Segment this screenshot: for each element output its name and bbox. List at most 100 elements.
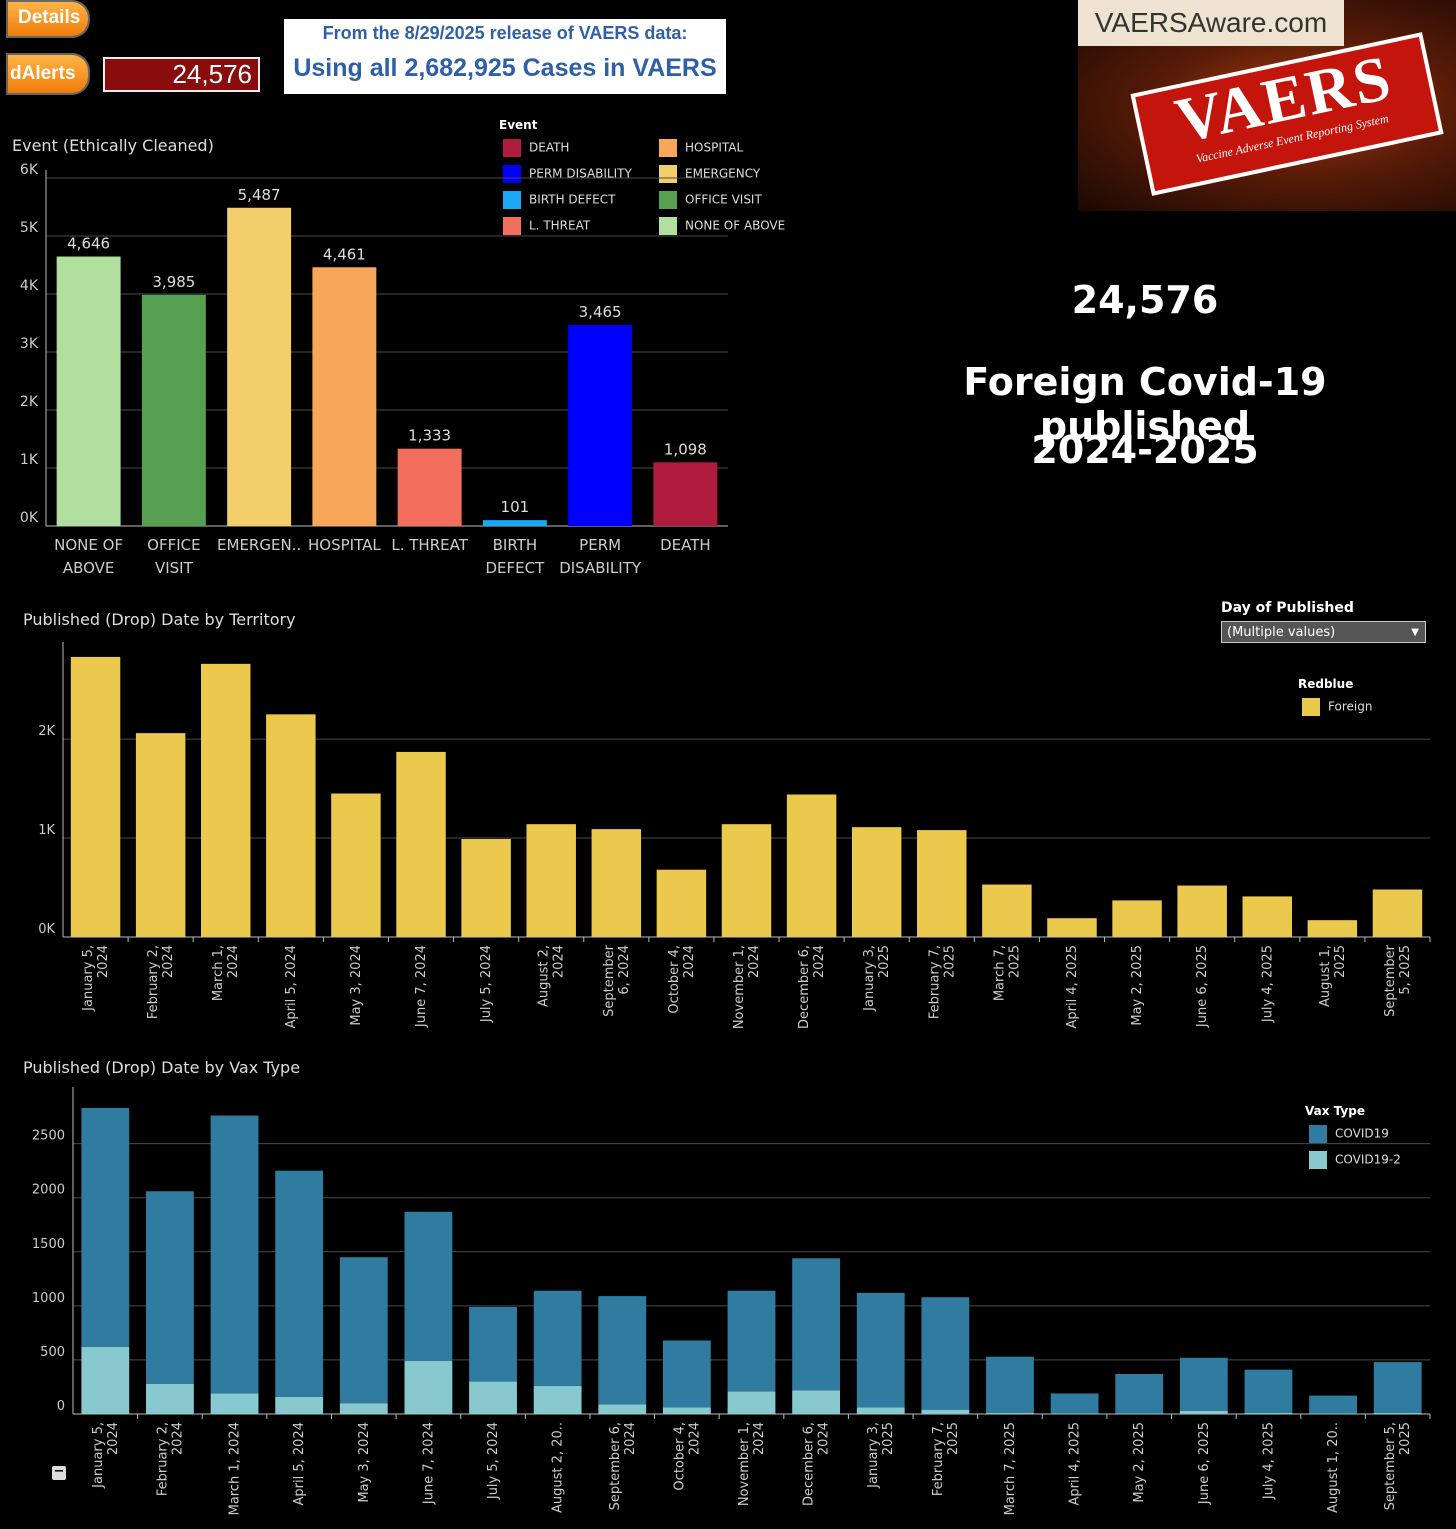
x-tick-label: August 2,2024 [537, 945, 567, 1007]
legend-swatch [503, 165, 521, 183]
chevron-down-icon: ▼ [1411, 627, 1419, 638]
legend-swatch [503, 191, 521, 209]
release-line-1: From the 8/29/2025 release of VAERS data… [322, 23, 688, 43]
event-legend-item[interactable]: L. THREAT [503, 217, 590, 235]
event-legend-item[interactable]: DEATH [503, 139, 569, 157]
y-tick-label: 2K [38, 724, 55, 739]
x-tick-label: May 2, 2025 [1130, 945, 1145, 1026]
x-tick-label: January 3,2025 [862, 945, 892, 1012]
x-tick-label: November 1,2024 [737, 1422, 767, 1506]
bar-covid19-2 [146, 1383, 194, 1414]
territory-legend-item[interactable]: Foreign [1302, 698, 1372, 716]
x-tick-label: June 6, 2025 [1195, 945, 1210, 1028]
event-legend-item[interactable]: BIRTH DEFECT [503, 191, 615, 209]
bar-covid19 [146, 1191, 194, 1384]
legend-swatch [1309, 1125, 1327, 1143]
bar-covid19 [404, 1211, 453, 1362]
bar-covid19-2 [986, 1412, 1034, 1414]
data-label: 1,098 [664, 440, 707, 458]
event-legend-item[interactable]: PERM DISABILITY [503, 165, 632, 183]
bar-foreign [526, 824, 576, 937]
collapse-icon[interactable]: − [52, 1464, 66, 1480]
x-tick-label: July 5, 2024 [486, 1422, 501, 1500]
bar-foreign [1112, 900, 1162, 937]
bar-covid19 [792, 1258, 841, 1391]
x-tick-label: September6, 2024 [602, 944, 632, 1017]
event-legend-item[interactable]: HOSPITAL [659, 139, 743, 157]
bar-covid19-2 [1115, 1413, 1164, 1414]
day-filter-value: (Multiple values) [1227, 625, 1336, 640]
bar-covid19 [856, 1292, 905, 1408]
legend-label: BIRTH DEFECT [529, 192, 616, 207]
legend-swatch [503, 139, 521, 157]
details-button[interactable]: Details [8, 2, 88, 36]
x-tick-label: HOSPITAL [308, 536, 381, 554]
bar-covid19-2 [598, 1404, 647, 1414]
x-tick-label: August 1,2025 [1318, 945, 1348, 1007]
day-filter-label: Day of Published [1221, 600, 1354, 616]
bar-covid19 [1309, 1395, 1357, 1414]
x-tick-label: November 1,2024 [732, 945, 762, 1029]
x-tick-label: February 2,2024 [146, 945, 176, 1019]
bar-foreign [721, 824, 772, 937]
x-tick-label: PERM DISABILITY [559, 536, 642, 577]
bar-covid19 [533, 1290, 582, 1386]
bar-covid19 [339, 1257, 388, 1404]
release-line-2: Using all 2,682,925 Cases in VAERS [293, 54, 717, 82]
x-tick-label: March 7,2025 [992, 945, 1022, 1001]
event-legend-item[interactable]: OFFICE VISIT [659, 191, 762, 209]
legend-label: EMERGENCY [685, 166, 761, 181]
y-tick-label: 500 [40, 1345, 65, 1360]
x-tick-label: April 4, 2025 [1065, 945, 1080, 1028]
bar-covid19 [1373, 1362, 1422, 1413]
x-tick-label: January 5,2024 [81, 945, 111, 1012]
bar-covid19-2 [81, 1346, 130, 1414]
x-tick-label: June 7, 2024 [421, 1422, 436, 1505]
data-label: 4,646 [67, 235, 110, 253]
bar-foreign [851, 827, 902, 937]
legend-swatch [1309, 1151, 1327, 1169]
bar [141, 294, 206, 526]
y-tick-label: 1K [20, 452, 39, 468]
x-tick-label: March 7, 2025 [1003, 1422, 1018, 1515]
bar-foreign [396, 751, 446, 937]
vax-legend-item[interactable]: COVID19-2 [1309, 1151, 1401, 1169]
legend-label: OFFICE VISIT [685, 192, 762, 207]
vax-legend-item[interactable]: COVID19 [1309, 1125, 1389, 1143]
x-tick-label: July 5, 2024 [479, 945, 494, 1023]
event-legend-item[interactable]: NONE OF ABOVE [659, 217, 785, 235]
bar-foreign [1242, 896, 1292, 937]
alerts-button-label: dAlerts [10, 63, 76, 84]
y-tick-label: 1500 [32, 1237, 65, 1252]
day-filter-dropdown[interactable]: (Multiple values) ▼ [1221, 621, 1426, 643]
bar-covid19-2 [662, 1407, 711, 1414]
logo-badge: VAERS Vaccine Adverse Event Reporting Sy… [1130, 32, 1444, 196]
legend-label: PERM DISABILITY [529, 166, 632, 181]
details-button-label: Details [18, 7, 81, 28]
bar-covid19-2 [1050, 1413, 1099, 1414]
y-tick-label: 0 [57, 1399, 65, 1414]
x-tick-label: April 4, 2025 [1068, 1422, 1083, 1505]
bar-covid19 [210, 1115, 259, 1394]
bar-covid19-2 [856, 1407, 905, 1414]
bar-foreign [917, 830, 967, 937]
bar-covid19 [662, 1340, 711, 1408]
territory-legend-title: Redblue [1298, 677, 1354, 691]
bar [568, 325, 633, 526]
bar [653, 462, 718, 526]
event-legend-item[interactable]: EMERGENCY [659, 165, 760, 183]
x-tick-label: L. THREAT [391, 536, 468, 554]
bar-covid19 [727, 1290, 776, 1392]
bar-foreign [1307, 920, 1358, 937]
bar-foreign [656, 869, 707, 937]
x-tick-label: June 7, 2024 [414, 945, 429, 1028]
bar-foreign [331, 793, 381, 937]
alerts-button[interactable]: dAlerts [8, 55, 88, 93]
vaers-logo: VAERSAware.com VAERS Vaccine Adverse Eve… [1078, 0, 1456, 211]
vax-legend-title: Vax Type [1305, 1104, 1365, 1118]
bar-foreign [461, 839, 511, 937]
x-tick-label: September 6,2024 [608, 1422, 638, 1510]
bar-covid19-2 [339, 1403, 388, 1414]
x-tick-label: February 2,2024 [155, 1422, 185, 1496]
bar-covid19-2 [792, 1390, 841, 1414]
